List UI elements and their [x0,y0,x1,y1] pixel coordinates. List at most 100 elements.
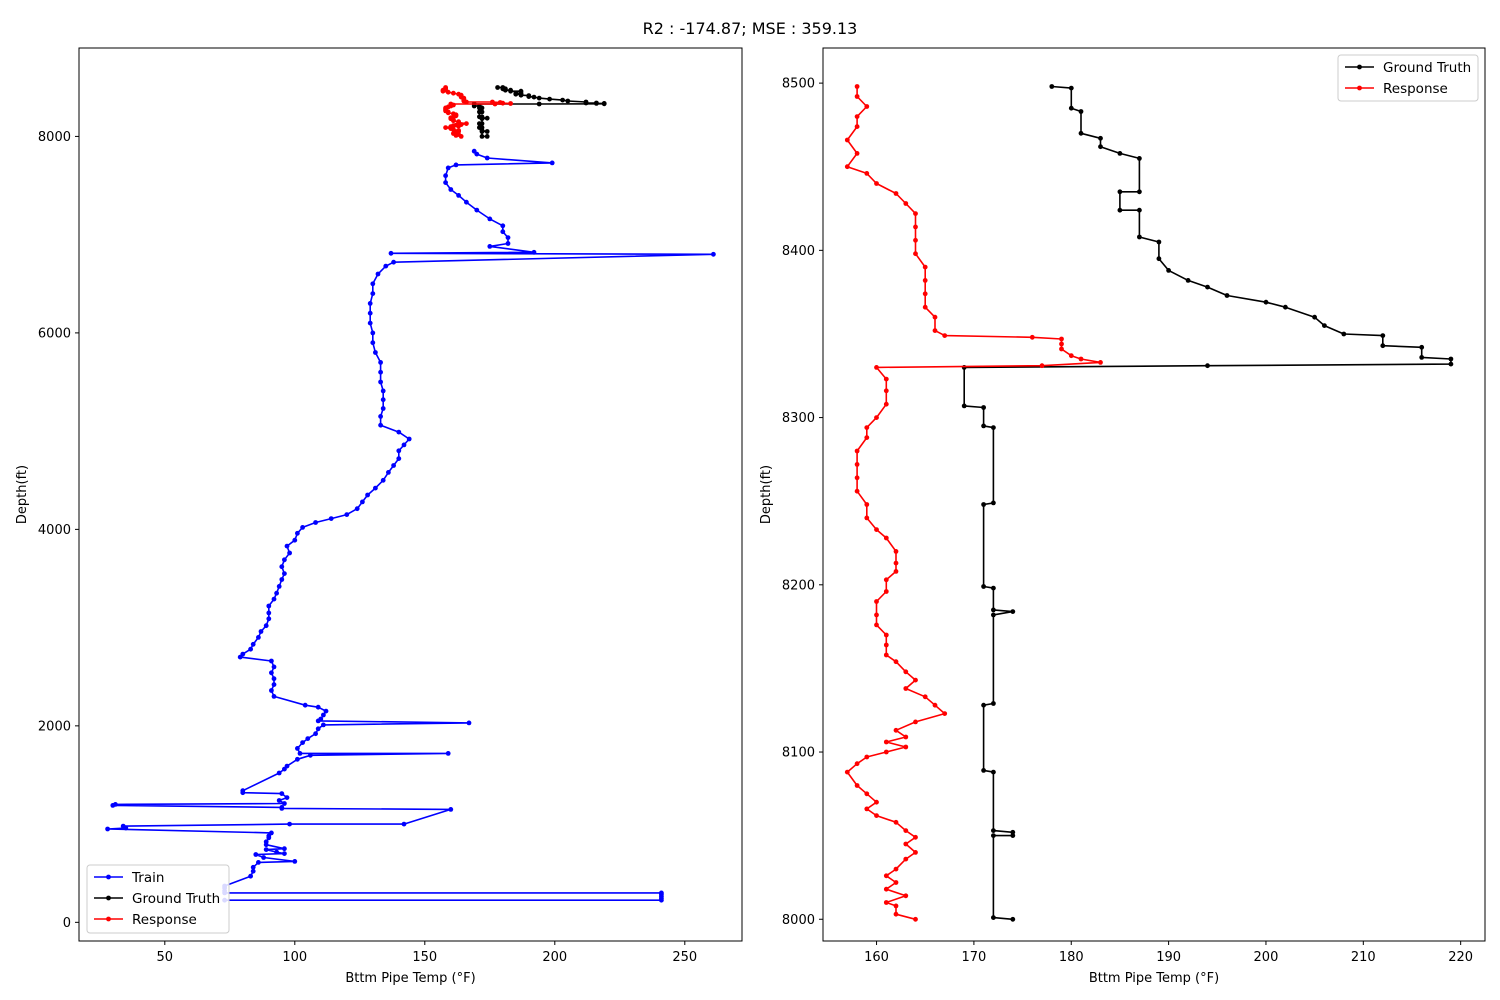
left-series-train-point [284,763,290,769]
left-series-train-point [300,525,305,530]
right-series-response-point [874,181,879,186]
right-series-ground-truth-point [1098,144,1103,150]
right-series-ground-truth-point [981,405,986,410]
left-series-train-point [500,229,506,235]
right-y-tick-label: 8000 [782,913,815,928]
left-series-train-point [263,839,269,845]
right-series-response-point [844,164,850,170]
right-series-ground-truth-point [1117,189,1123,195]
left-series-train-point [354,506,360,512]
right-series-response-point [893,727,899,733]
right-series-ground-truth-point [1380,333,1386,338]
right-series-response-point [883,900,889,905]
right-series-ground-truth-point [991,701,996,706]
left-plot-area [79,48,742,941]
right-series-response-point [893,569,899,574]
left-series-train-point [380,406,386,411]
left-series-train-point [248,646,254,652]
left-series-train-point [250,868,256,874]
right-x-tick-label: 180 [1059,950,1084,965]
right-series-response-point [883,739,889,745]
right-series-response-point [883,873,889,879]
right-series-response-point [864,791,870,797]
left-series-train-point [269,688,274,693]
right-y-tick-label: 8500 [782,77,815,92]
right-legend-response-label: Response [1383,81,1448,97]
right-series-ground-truth-point [1185,278,1191,283]
right-series-ground-truth-point [1322,323,1327,328]
left-series-train-point [445,165,451,171]
left-series-train-point [271,676,277,682]
left-series-train-point [276,770,282,776]
left-series-train-point [373,350,378,355]
right-series-response-point [1059,336,1064,342]
right-series-response-point [864,515,870,521]
left-series-train-point [287,821,292,827]
left-series-train-point [297,751,303,756]
right-series-ground-truth-point [1137,189,1142,195]
right-series-response-point [874,612,879,618]
left-y-tick-label: 0 [63,916,71,931]
left-series-train-point [292,859,298,864]
right-series-ground-truth-point [1205,284,1210,290]
left-series-train-point [276,584,282,589]
right-y-tick-label: 8300 [782,411,815,426]
right-series-ground-truth-point [961,403,967,409]
left-series-train-point [284,543,290,549]
right-series-response-point [864,435,870,440]
right-series-response-point [893,549,899,554]
left-x-tick-label: 200 [542,950,567,965]
right-series-response-point [913,834,918,840]
left-series-train-point [378,414,383,419]
right-series-ground-truth-point [1312,314,1317,320]
left-x-tick-label: 250 [672,950,697,965]
right-x-tick-label: 220 [1448,950,1473,965]
right-series-ground-truth-point [1341,331,1347,337]
right-series-response-point [893,911,899,917]
right-series-response-point [883,632,889,638]
right-series-ground-truth-point [1283,304,1288,310]
left-series-train-point [279,805,285,810]
left-series-train-point [305,736,311,741]
left-series-train-point [370,291,376,296]
left-series-train-point [269,830,274,836]
left-series-train-point [274,590,279,596]
left-series-train-point [370,281,376,287]
right-series-response-point [942,333,948,338]
left-series-train-point [113,802,118,807]
left-series-ground-truth-point [479,121,485,126]
right-series-response-point [893,819,899,825]
left-y-tick-label: 2000 [38,719,71,734]
right-series-ground-truth-point [1117,207,1123,213]
left-legend-response-label: Response [132,912,197,928]
left-series-response-point [456,91,461,97]
left-series-train-point [474,207,480,213]
right-x-tick-label: 160 [864,950,889,965]
left-legend-box [86,864,230,934]
right-series-response-point [932,314,938,320]
right-series-response-point [883,577,889,583]
left-series-train-point [396,448,402,454]
left-y-tick-label: 4000 [38,523,71,538]
right-series-response-point [893,880,899,885]
right-series-response-point [913,211,918,217]
right-series-ground-truth-point [991,769,996,775]
right-series-ground-truth-point [1049,84,1055,89]
left-series-response-point [456,119,461,125]
left-series-train-point [328,516,334,521]
left-series-train-point [295,756,300,762]
right-series-response-point [864,754,870,760]
right-series-response-point [1078,356,1084,362]
left-series-train-point [370,330,376,336]
left-series-ground-truth-point [594,100,599,106]
right-series-ground-truth-point [1205,363,1210,369]
left-series-response-point [490,99,495,105]
left-series-train-point [263,847,269,852]
right-series-response-point [913,237,918,243]
right-x-axis-label: Bttm Pipe Temp (°F) [1089,971,1219,986]
right-series-response-point [883,589,889,594]
right-series-response-point [874,813,879,818]
right-series-ground-truth-point [1137,207,1142,213]
right-series-ground-truth-point [1068,85,1074,91]
